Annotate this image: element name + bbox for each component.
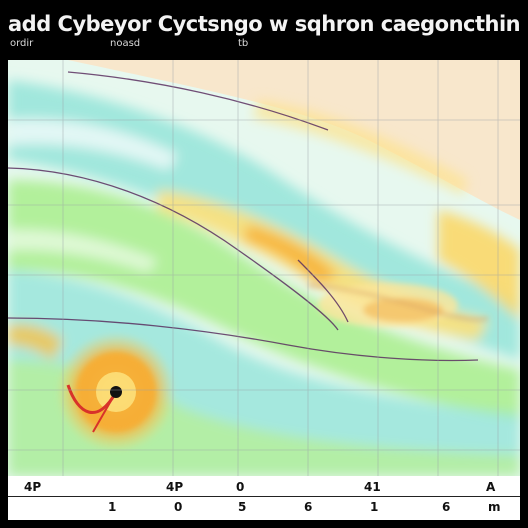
yellow-streak-top [253, 100, 468, 195]
subtitle-label-1: ordir [10, 38, 34, 49]
axis-top-label-5: A [486, 480, 496, 494]
weather-map [8, 60, 520, 476]
subtitle-label-3: tb [238, 38, 249, 49]
spiral-core [363, 298, 443, 322]
axis-bottom-label-3: 5 [238, 500, 247, 514]
green-band-1 [8, 180, 520, 420]
axis-top-label-1: 4P [24, 480, 42, 494]
yellow-band-right [438, 210, 520, 320]
axis-divider [8, 496, 520, 497]
subtitle-row: ordir noasd tb [0, 38, 528, 52]
axis-top-label-3: 0 [236, 480, 245, 494]
axis-top-label-2: 4P [166, 480, 184, 494]
axis-bottom-label-2: 0 [174, 500, 183, 514]
spiral-arm [307, 284, 489, 321]
axis-bottom-label-6: 6 [442, 500, 451, 514]
map-title: add Cybeyor Cyctsngo w sqhron caegoncthi… [8, 12, 528, 36]
axis-bottom-label-7: m [488, 500, 501, 514]
graticule [8, 60, 520, 476]
eye-track [92, 391, 117, 433]
isobars [8, 71, 479, 362]
land-area [68, 60, 520, 220]
storm-spiral [307, 283, 489, 327]
axis-top-label-4: 41 [364, 480, 381, 494]
isobar-2 [8, 317, 479, 362]
axis-band: 4P 4P 0 41 A 1 0 5 6 1 6 m [8, 476, 520, 520]
title-band: add Cybeyor Cyctsngo w sqhron caegoncthi… [0, 0, 528, 58]
axis-bottom-label-4: 6 [304, 500, 313, 514]
subtitle-label-2: noasd [110, 38, 141, 49]
yellow-streak-left [8, 324, 63, 360]
isobar-1 [8, 167, 339, 331]
white-streak-2 [8, 229, 158, 272]
isobar-4 [297, 259, 349, 323]
isobar-3 [67, 71, 329, 131]
orange-band-1 [243, 225, 338, 285]
axis-bottom-label-5: 1 [370, 500, 379, 514]
eye-center-dot [110, 386, 122, 398]
white-streak-1 [8, 119, 178, 170]
axis-bottom-label-1: 1 [108, 500, 117, 514]
cyclone-eye [56, 332, 176, 452]
